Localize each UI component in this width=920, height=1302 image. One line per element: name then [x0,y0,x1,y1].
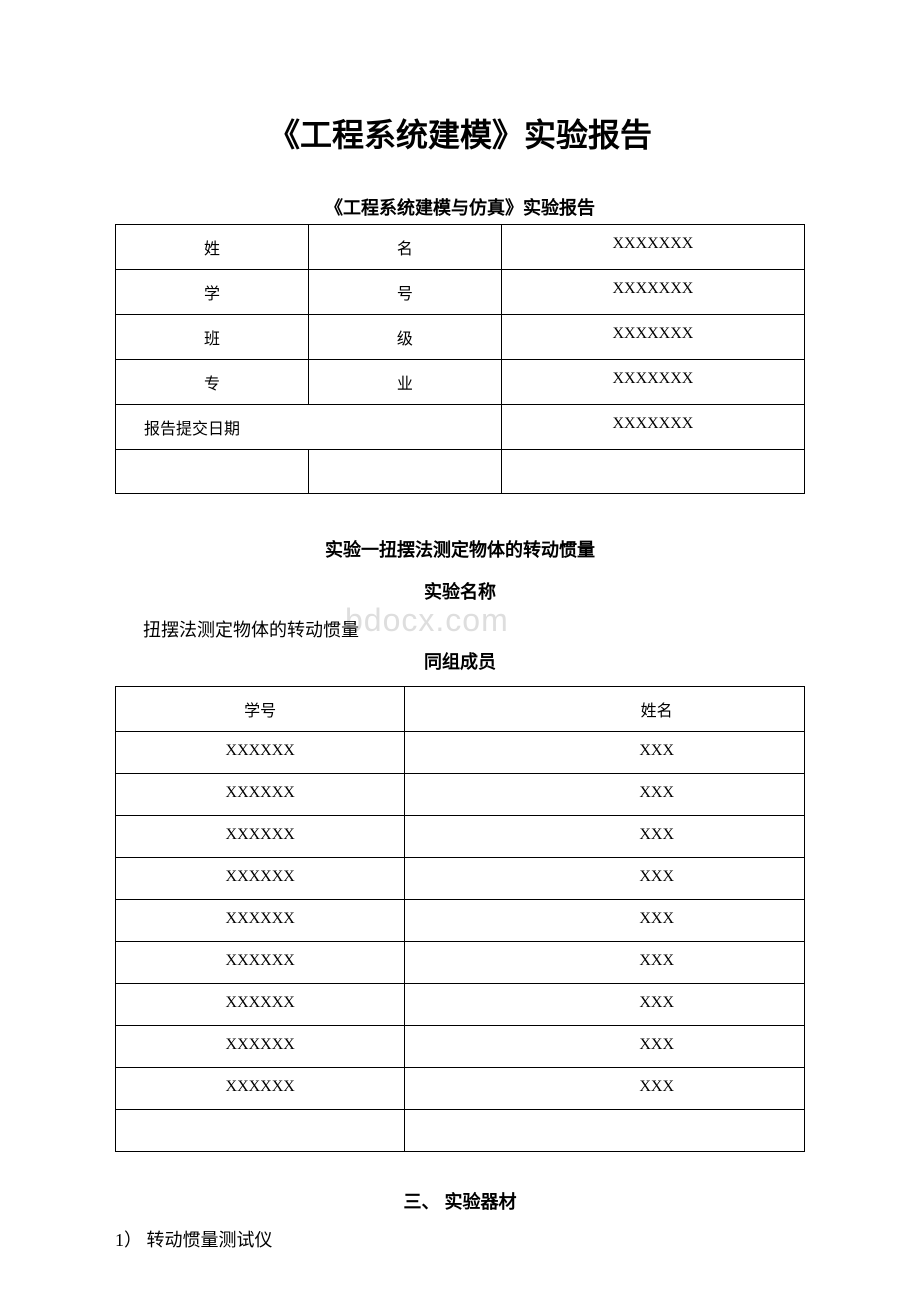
member-name: XXX [405,1068,805,1110]
info-table: 姓 名 XXXXXXX 学 号 XXXXXXX 班 级 XXXXXXX 专 业 … [115,224,805,494]
main-title: 《工程系统建模》实验报告 [115,110,805,156]
info-label-right: 业 [308,360,501,405]
table-row: XXXXXX XXX [116,816,805,858]
experiment-name-value: 扭摆法测定物体的转动惯量 [143,616,805,642]
members-header-name: 姓名 [405,687,805,732]
table-row: 班 级 XXXXXXX [116,315,805,360]
info-value: XXXXXXX [501,225,804,270]
table-row [116,450,805,494]
info-value: XXXXXXX [501,360,804,405]
member-name: XXX [405,1026,805,1068]
member-name: XXX [405,858,805,900]
members-header-id: 学号 [116,687,405,732]
table-row: 报告提交日期 XXXXXXX [116,405,805,450]
member-id: XXXXXX [116,1068,405,1110]
submit-date-label: 报告提交日期 [116,405,502,450]
table-row: 姓 名 XXXXXXX [116,225,805,270]
table-row: XXXXXX XXX [116,732,805,774]
member-id: XXXXXX [116,732,405,774]
member-name: XXX [405,816,805,858]
members-label: 同组成员 [115,648,805,674]
table-row: 专 业 XXXXXXX [116,360,805,405]
submit-date-value: XXXXXXX [501,405,804,450]
table-row: XXXXXX XXX [116,1068,805,1110]
equipment-item: 1） 转动惯量测试仪 [115,1226,805,1252]
info-label-left: 班 [116,315,309,360]
info-value: XXXXXXX [501,315,804,360]
member-name: XXX [405,984,805,1026]
member-name: XXX [405,942,805,984]
table-row: XXXXXX XXX [116,900,805,942]
info-label-left: 专 [116,360,309,405]
info-label-right: 号 [308,270,501,315]
info-label-left: 学 [116,270,309,315]
equipment-label: 三、 实验器材 [115,1188,805,1214]
table-row: XXXXXX XXX [116,858,805,900]
empty-cell [308,450,501,494]
info-value: XXXXXXX [501,270,804,315]
member-id: XXXXXX [116,774,405,816]
member-name: XXX [405,900,805,942]
empty-cell [116,450,309,494]
table-row: XXXXXX XXX [116,942,805,984]
member-id: XXXXXX [116,1026,405,1068]
experiment-section-title: 实验一扭摆法测定物体的转动惯量 [115,536,805,562]
table-row: 学 号 XXXXXXX [116,270,805,315]
empty-cell [116,1110,405,1152]
empty-cell [405,1110,805,1152]
member-id: XXXXXX [116,816,405,858]
subtitle: 《工程系统建模与仿真》实验报告 [115,194,805,220]
member-id: XXXXXX [116,942,405,984]
member-name: XXX [405,732,805,774]
info-label-right: 名 [308,225,501,270]
info-label-right: 级 [308,315,501,360]
member-id: XXXXXX [116,984,405,1026]
members-table: 学号 姓名 XXXXXX XXX XXXXXX XXX XXXXXX XXX X… [115,686,805,1152]
member-id: XXXXXX [116,900,405,942]
table-row: XXXXXX XXX [116,774,805,816]
table-row: 学号 姓名 [116,687,805,732]
table-row [116,1110,805,1152]
info-label-left: 姓 [116,225,309,270]
table-row: XXXXXX XXX [116,1026,805,1068]
table-row: XXXXXX XXX [116,984,805,1026]
empty-cell [501,450,804,494]
member-name: XXX [405,774,805,816]
experiment-name-label: 实验名称 [115,578,805,604]
member-id: XXXXXX [116,858,405,900]
